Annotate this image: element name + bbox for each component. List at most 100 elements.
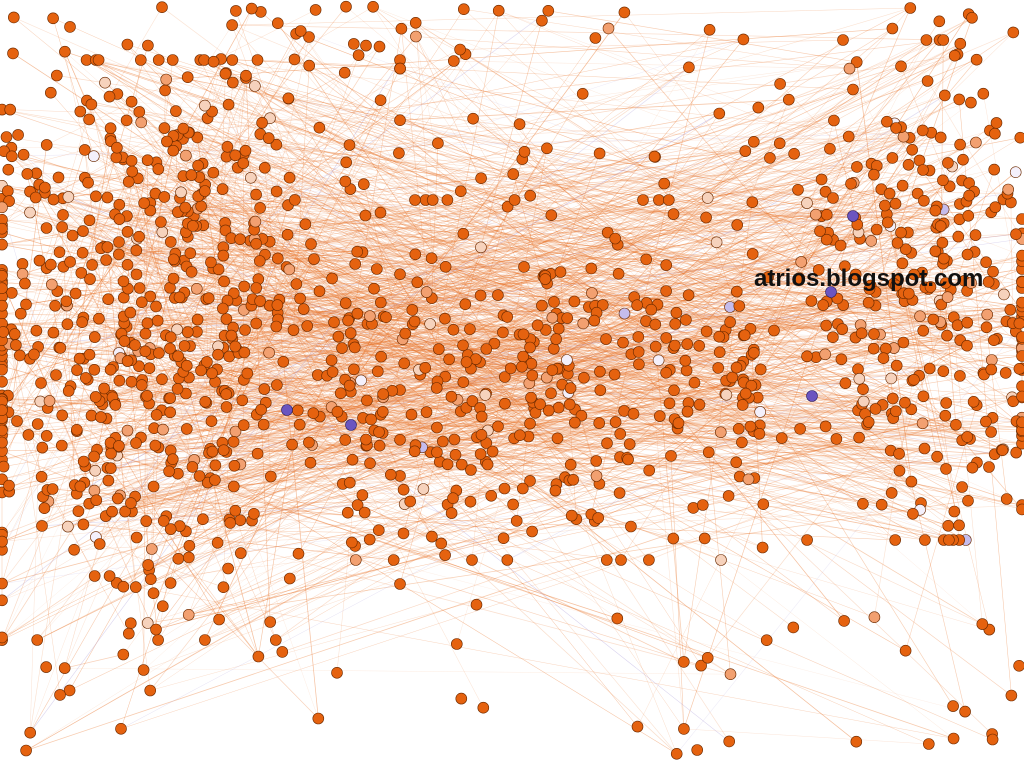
edge: [669, 99, 790, 404]
edge: [685, 360, 751, 427]
edge: [119, 204, 667, 266]
graph-node: [372, 524, 385, 537]
graph-node: [737, 33, 750, 46]
graph-node: [157, 600, 169, 613]
graph-node: [35, 377, 47, 389]
edge: [1, 316, 508, 419]
graph-node: [103, 570, 116, 582]
graph-node: [49, 299, 61, 312]
graph-node: [348, 341, 361, 354]
graph-node: [336, 342, 348, 354]
graph-node: [696, 499, 709, 511]
graph-node: [745, 379, 758, 392]
graph-node: [713, 330, 726, 343]
graph-node: [850, 735, 863, 748]
graph-node: [62, 520, 74, 533]
edge: [1, 224, 912, 410]
graph-node: [344, 327, 357, 339]
graph-node: [0, 131, 13, 143]
graph-node: [466, 395, 479, 407]
edge: [470, 7, 911, 502]
graph-node: [899, 243, 912, 255]
edge: [95, 515, 572, 538]
graph-node: [669, 318, 682, 330]
graph-node: [885, 372, 898, 385]
edge: [550, 179, 822, 275]
graph-node: [156, 373, 168, 386]
edge: [130, 411, 461, 504]
graph-node: [586, 287, 598, 299]
edge: [134, 59, 401, 497]
graph-node: [845, 178, 857, 190]
graph-node: [886, 22, 899, 35]
edge: [135, 496, 966, 712]
edge: [1010, 202, 1013, 324]
graph-node: [360, 39, 372, 52]
edge: [186, 53, 466, 267]
edge: [683, 728, 929, 745]
edge: [313, 413, 749, 480]
edge: [414, 10, 500, 452]
edge: [431, 143, 439, 299]
edge: [924, 440, 963, 449]
graph-node: [406, 304, 419, 316]
graph-node: [76, 247, 89, 259]
graph-node: [83, 348, 96, 361]
edge: [1, 282, 946, 284]
graph-node: [1009, 166, 1022, 178]
graph-node: [929, 245, 942, 257]
edge: [226, 157, 893, 320]
graph-node: [57, 209, 69, 221]
graph-node: [181, 423, 193, 435]
edge: [552, 369, 993, 419]
edge: [115, 242, 943, 406]
graph-node: [90, 190, 102, 203]
graph-node: [186, 461, 199, 473]
graph-node: [170, 105, 182, 117]
edge: [98, 318, 524, 357]
graph-node: [794, 423, 806, 435]
edge: [16, 381, 132, 422]
edge: [150, 492, 892, 580]
graph-node: [161, 135, 173, 148]
graph-node: [125, 497, 137, 509]
graph-node: [289, 194, 301, 206]
graph-node: [345, 536, 358, 549]
graph-node: [409, 16, 422, 29]
edge: [373, 6, 1023, 256]
edge: [157, 75, 247, 641]
edge: [596, 224, 939, 477]
graph-node: [869, 403, 882, 415]
edge: [268, 137, 568, 319]
edge: [162, 197, 181, 233]
graph-node: [89, 331, 101, 343]
graph-node: [112, 492, 124, 505]
edge: [131, 171, 259, 657]
edge: [188, 377, 1023, 444]
graph-node: [283, 263, 296, 276]
edge: [757, 180, 944, 398]
graph-node: [457, 3, 470, 15]
graph-node: [934, 220, 947, 232]
edge: [752, 201, 1017, 422]
graph-node: [877, 352, 890, 365]
edge: [282, 361, 319, 719]
edge: [11, 156, 380, 531]
graph-node: [44, 258, 57, 271]
edge: [366, 120, 835, 446]
graph-node: [600, 554, 613, 566]
graph-node: [893, 447, 905, 460]
graph-node: [420, 406, 433, 418]
graph-node: [88, 484, 101, 497]
graph-node: [121, 355, 134, 367]
edge: [117, 443, 1023, 499]
graph-node: [701, 192, 714, 204]
graph-node: [937, 174, 949, 187]
edge: [204, 59, 1023, 352]
edge: [150, 234, 288, 580]
edge: [62, 229, 877, 416]
edge: [1, 185, 846, 384]
graph-node: [457, 228, 470, 240]
edge: [707, 137, 1021, 199]
graph-node: [332, 330, 345, 343]
